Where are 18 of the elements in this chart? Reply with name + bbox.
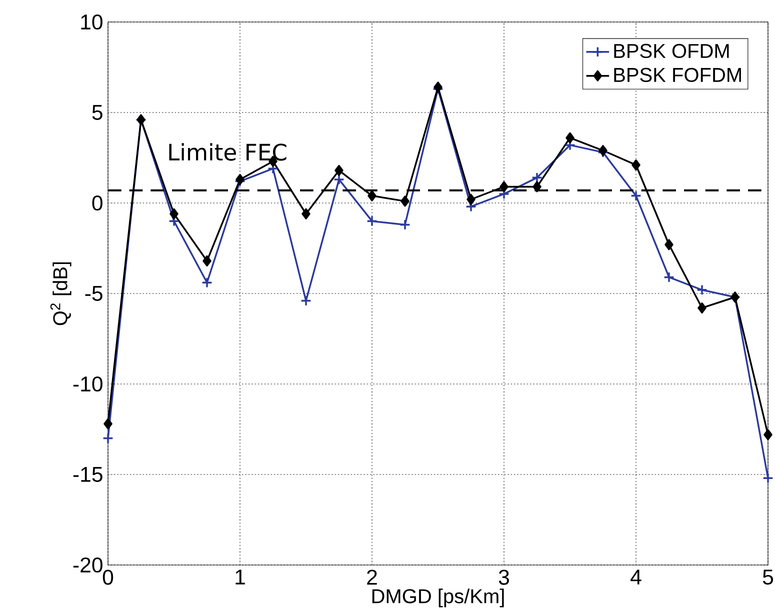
y-tick-label: 5 <box>92 105 102 120</box>
x-tick-label: 3 <box>498 570 509 585</box>
x-tick-label: 5 <box>762 570 774 585</box>
y-tick-label: 10 <box>81 14 102 30</box>
x-tick-label: 4 <box>630 570 642 584</box>
y-tick-label: 0 <box>92 195 102 211</box>
x-tick-label: 2 <box>367 570 377 585</box>
y-tick-label: -10 <box>73 376 102 392</box>
y-tick-label: -15 <box>73 467 102 482</box>
y-axis-title: Q$^{2}$ [dB] <box>50 262 72 326</box>
y-tick-label: -5 <box>85 286 102 301</box>
legend-label: BPSK FOFDM <box>614 68 741 82</box>
y-tick-label: -20 <box>73 557 102 573</box>
legend-label: BPSK OFDM <box>614 44 729 58</box>
x-tick-label: 1 <box>236 570 245 584</box>
x-axis-title: DMGD [ps/Km] <box>372 588 504 608</box>
x-tick-label: 0 <box>102 570 114 585</box>
ref-line-label: Limite FEC <box>169 143 286 161</box>
